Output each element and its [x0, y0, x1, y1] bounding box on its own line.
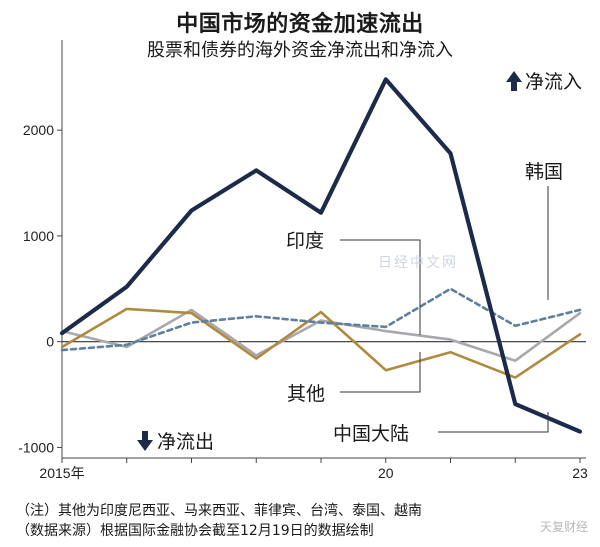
y-tick-label: 1000	[23, 228, 54, 244]
y-tick-label: 0	[46, 334, 54, 350]
series-label-other: 其他	[287, 383, 325, 405]
series-label-korea: 韩国	[525, 161, 563, 183]
down-arrow-icon	[137, 431, 153, 451]
y-tick-label: 2000	[23, 122, 54, 138]
x-tick-label: 23	[572, 465, 588, 481]
watermark: 天复财经	[539, 520, 588, 534]
note-data-source: （数据来源）根据国际金融协会截至12月19日的数据绘制	[16, 523, 374, 539]
up-arrow-icon	[506, 71, 522, 91]
callout-other	[340, 352, 421, 393]
net-outflow-label: 净流出	[157, 431, 214, 453]
series-label-china: 中国大陆	[333, 423, 409, 445]
publisher-watermark: 日经中文网	[378, 255, 458, 271]
series-line	[59, 77, 583, 434]
callout-india	[340, 239, 421, 335]
x-tick-label: 20	[378, 465, 394, 481]
series-label-india: 印度	[286, 230, 324, 252]
chart-title: 中国市场的资金加速流出	[176, 12, 424, 37]
chart-subtitle: 股票和债券的海外资金净流出和净流入	[147, 40, 453, 61]
net-inflow-label: 净流入	[525, 71, 582, 93]
note-other-countries: （注）其他为印度尼西亚、马来西亚、菲律宾、台湾、泰国、越南	[16, 503, 422, 519]
y-tick-label: -1000	[18, 439, 54, 455]
callout-china	[438, 412, 549, 433]
x-tick-label: 2015年	[39, 465, 84, 481]
